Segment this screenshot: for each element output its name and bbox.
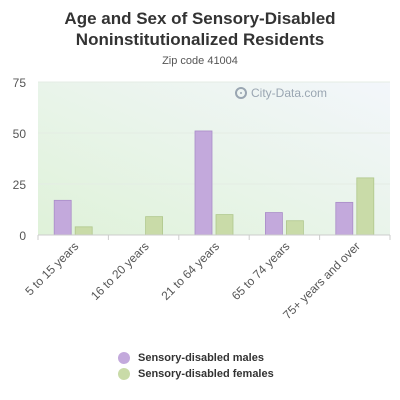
legend-swatch-females <box>118 368 130 380</box>
y-tick-label: 50 <box>13 127 27 141</box>
y-tick-label: 25 <box>13 178 27 192</box>
plot-area <box>38 82 390 235</box>
legend-swatch-males <box>118 352 130 364</box>
bar-males <box>194 130 213 236</box>
x-tick-label: 65 to 74 years <box>229 239 293 303</box>
legend: Sensory-disabled males Sensory-disabled … <box>118 350 274 382</box>
bar-females <box>285 220 304 236</box>
x-tick-label: 16 to 20 years <box>88 239 152 303</box>
magnifier-icon <box>235 87 247 99</box>
legend-item-males: Sensory-disabled males <box>118 350 274 366</box>
y-tick-label: 0 <box>19 229 26 243</box>
bar-females <box>74 226 93 236</box>
chart-subtitle: Zip code 41004 <box>162 55 238 67</box>
bar-males <box>53 199 72 236</box>
legend-label-males: Sensory-disabled males <box>138 352 264 364</box>
x-tick-label: 21 to 64 years <box>158 239 222 303</box>
watermark-text: City-Data.com <box>251 86 328 100</box>
x-tick-label: 75+ years and over <box>280 239 363 322</box>
legend-item-females: Sensory-disabled females <box>118 366 274 382</box>
chart-title: Age and Sex of Sensory-Disabled Noninsti… <box>64 9 336 49</box>
bar-females <box>145 216 164 236</box>
y-tick-label: 75 <box>13 76 27 90</box>
bar-males <box>335 201 354 236</box>
x-tick-label: 5 to 15 years <box>22 239 81 298</box>
bar-males <box>264 212 283 236</box>
bar-females <box>356 177 375 236</box>
watermark: City-Data.com <box>235 86 327 100</box>
legend-label-females: Sensory-disabled females <box>138 368 274 380</box>
bar-females <box>215 214 234 236</box>
